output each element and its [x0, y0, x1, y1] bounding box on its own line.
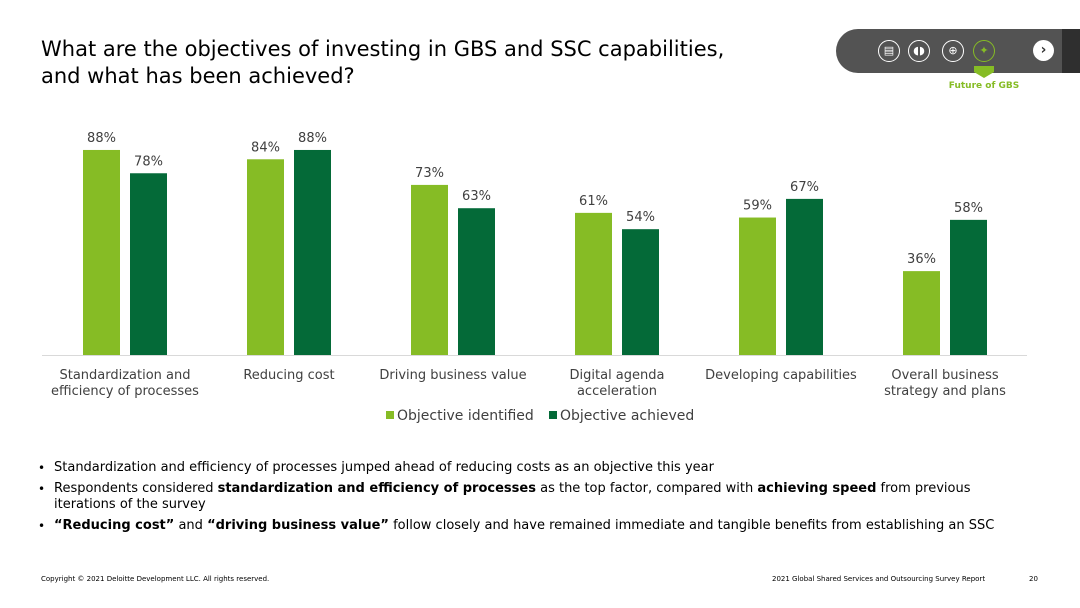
- category-label-5: Overall business: [891, 368, 998, 383]
- finding-text: Standardization and efficiency of proces…: [54, 460, 714, 475]
- key-findings-list: Standardization and efficiency of proces…: [38, 460, 998, 539]
- finding-text: as the top factor, compared with: [535, 481, 758, 496]
- legend-item-achieved: Objective achieved: [549, 408, 694, 424]
- bar-achieved-4: [786, 198, 823, 355]
- active-section-label[interactable]: Future of GBS: [948, 81, 1020, 91]
- chevron-right-icon[interactable]: ›: [1033, 40, 1054, 61]
- data-label-achieved-4: 67%: [790, 180, 819, 195]
- data-label-identified-5: 36%: [907, 252, 936, 267]
- data-label-achieved-2: 63%: [462, 189, 491, 204]
- category-label-0: efficiency of processes: [51, 384, 199, 399]
- legend-item-identified: Objective identified: [386, 408, 534, 424]
- category-label-5: strategy and plans: [884, 384, 1006, 399]
- data-label-identified-2: 73%: [415, 166, 444, 181]
- finding-text: and: [174, 518, 208, 533]
- finding-bullet-2: Respondents considered standardization a…: [38, 481, 998, 513]
- data-label-identified-0: 88%: [87, 131, 116, 146]
- data-label-achieved-0: 78%: [134, 154, 163, 169]
- data-label-identified-4: 59%: [743, 199, 772, 214]
- page-number: 20: [1029, 575, 1038, 583]
- bar-achieved-5: [950, 219, 987, 355]
- finding-text: from previous iterations of the survey: [54, 481, 971, 512]
- bar-identified-2: [411, 184, 448, 355]
- bar-achieved-1: [294, 149, 331, 355]
- section-nav-tab: [1062, 29, 1080, 73]
- legend-swatch-identified: [386, 411, 394, 419]
- finding-text: standardization and efficiency of proces…: [217, 481, 536, 496]
- finding-text: Respondents considered: [54, 481, 218, 496]
- legend-label-achieved: Objective achieved: [560, 408, 695, 424]
- clipboard-icon[interactable]: ▤: [878, 40, 900, 62]
- finding-text: follow closely and have remained immedia…: [388, 518, 995, 533]
- category-label-4: Developing capabilities: [705, 368, 857, 383]
- data-label-achieved-5: 58%: [954, 201, 983, 216]
- data-label-identified-3: 61%: [579, 194, 608, 209]
- bar-identified-4: [739, 217, 776, 355]
- page-title: What are the objectives of investing in …: [41, 36, 801, 90]
- bar-identified-1: [247, 159, 284, 355]
- legend-label-identified: Objective identified: [397, 408, 534, 424]
- data-label-achieved-3: 54%: [626, 210, 655, 225]
- category-label-1: Reducing cost: [243, 368, 334, 383]
- finding-text: “driving business value”: [207, 518, 389, 533]
- legend-swatch-achieved: [549, 411, 557, 419]
- data-label-achieved-1: 88%: [298, 131, 327, 146]
- bar-achieved-0: [130, 173, 167, 355]
- active-section-marker: [974, 66, 994, 78]
- finding-text: “Reducing cost”: [54, 518, 175, 533]
- finding-text: achieving speed: [757, 481, 877, 496]
- copyright-footer: Copyright © 2021 Deloitte Development LL…: [41, 575, 270, 583]
- bar-identified-5: [903, 271, 940, 355]
- finding-bullet-3: “Reducing cost” and “driving business va…: [38, 518, 998, 534]
- category-label-3: Digital agenda: [570, 368, 665, 383]
- data-label-identified-1: 84%: [251, 140, 280, 155]
- category-label-3: acceleration: [577, 384, 657, 399]
- bar-identified-0: [83, 149, 120, 355]
- page-title-line-2: and what has been achieved?: [41, 64, 355, 88]
- category-label-2: Driving business value: [379, 368, 526, 383]
- report-name-footer: 2021 Global Shared Services and Outsourc…: [772, 575, 986, 583]
- bar-achieved-3: [622, 229, 659, 355]
- finding-bullet-1: Standardization and efficiency of proces…: [38, 460, 998, 476]
- globe-icon[interactable]: ⊕: [942, 40, 964, 62]
- bar-achieved-2: [458, 208, 495, 355]
- page-title-line-1: What are the objectives of investing in …: [41, 37, 725, 61]
- footprints-icon[interactable]: ◖◗: [908, 40, 930, 62]
- category-label-0: Standardization and: [59, 368, 190, 383]
- bar-identified-3: [575, 212, 612, 355]
- telescope-icon[interactable]: ✦: [973, 40, 995, 62]
